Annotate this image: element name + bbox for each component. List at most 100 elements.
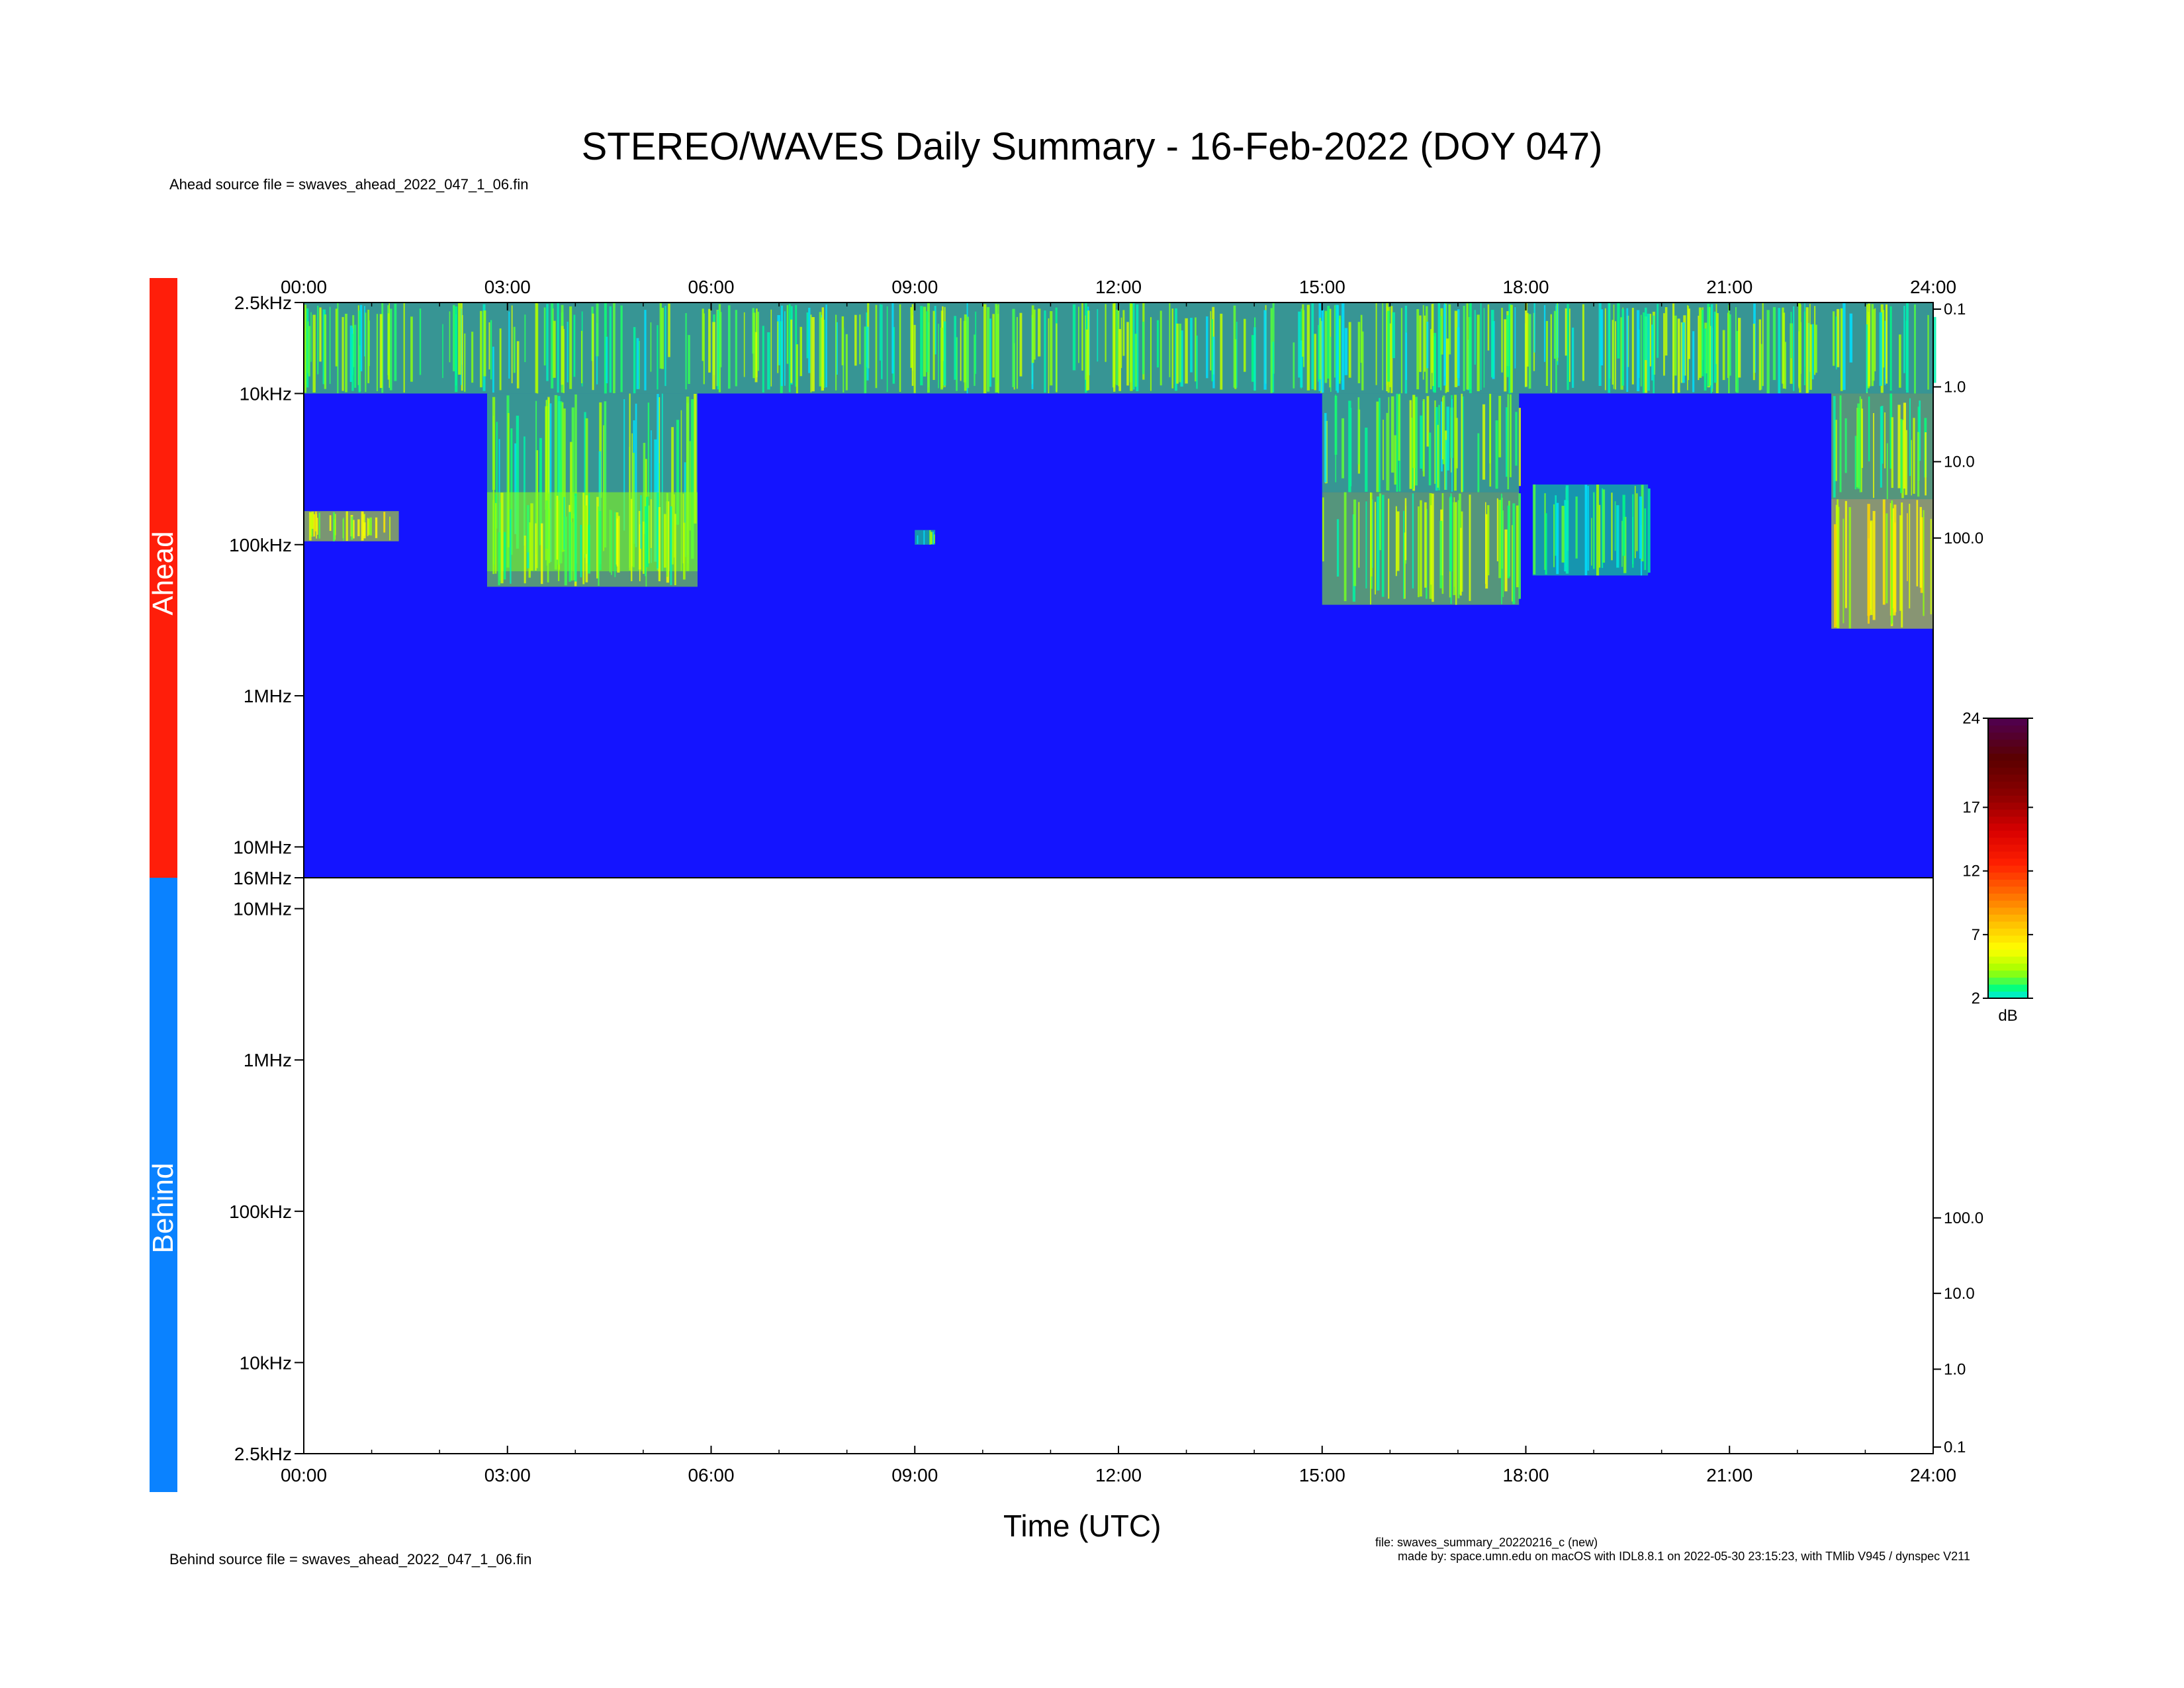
intensity-streak xyxy=(1358,502,1360,568)
intensity-streak xyxy=(661,307,664,369)
intensity-streak xyxy=(1833,396,1836,498)
intensity-streak xyxy=(345,314,347,393)
intensity-streak xyxy=(1487,304,1490,351)
intensity-streak xyxy=(1263,310,1267,390)
intensity-streak xyxy=(1244,318,1246,372)
intensity-streak xyxy=(598,506,600,586)
intensity-streak xyxy=(1587,486,1589,571)
intensity-streak xyxy=(494,502,497,574)
intensity-streak xyxy=(703,313,705,385)
intensity-streak xyxy=(1645,307,1647,360)
intensity-streak xyxy=(1403,532,1406,599)
intensity-streak xyxy=(1762,303,1764,387)
intensity-streak xyxy=(554,395,558,570)
intensity-streak xyxy=(1837,499,1839,628)
intensity-streak xyxy=(419,308,422,375)
intensity-streak xyxy=(859,314,861,365)
intensity-streak xyxy=(1078,306,1079,363)
intensity-streak xyxy=(1318,325,1320,382)
intensity-streak xyxy=(1455,502,1457,605)
intensity-streak xyxy=(1498,396,1502,457)
intensity-streak xyxy=(1870,522,1872,610)
intensity-streak xyxy=(1477,314,1480,391)
intensity-streak xyxy=(1844,500,1847,608)
x-axis-label: Time (UTC) xyxy=(1003,1509,1161,1543)
intensity-streak xyxy=(1463,306,1465,391)
intensity-streak xyxy=(1175,308,1177,391)
intensity-streak xyxy=(403,303,405,393)
intensity-streak xyxy=(1195,317,1197,382)
intensity-streak xyxy=(617,516,620,573)
intensity-streak xyxy=(1553,504,1555,567)
colorbar-segment xyxy=(1988,907,2028,915)
colorbar-tick-label: 24 xyxy=(1962,710,1980,727)
intensity-streak xyxy=(1033,309,1036,360)
intensity-streak xyxy=(368,518,371,536)
intensity-streak xyxy=(808,307,811,373)
intensity-streak xyxy=(1150,317,1152,391)
intensity-streak xyxy=(564,516,567,586)
intensity-streak xyxy=(1314,334,1316,391)
intensity-streak xyxy=(1903,402,1906,489)
colorbar-segment xyxy=(1988,781,2028,789)
behind-y-tick-label: 2.5kHz xyxy=(234,1444,292,1464)
intensity-streak xyxy=(573,314,576,377)
colorbar-segment xyxy=(1988,795,2028,803)
ahead-top-x-tick-label: 15:00 xyxy=(1299,277,1345,297)
intensity-streak xyxy=(1925,432,1927,496)
intensity-streak xyxy=(1361,331,1364,391)
intensity-streak xyxy=(1919,506,1922,588)
intensity-streak xyxy=(644,310,647,391)
intensity-streak xyxy=(670,506,672,585)
intensity-streak xyxy=(1454,395,1457,491)
intensity-streak xyxy=(1565,308,1568,356)
intensity-streak xyxy=(1886,443,1888,499)
intensity-streak xyxy=(379,314,383,389)
intensity-streak xyxy=(524,314,526,362)
intensity-streak xyxy=(1081,303,1083,371)
intensity-streak xyxy=(567,322,569,383)
intensity-streak xyxy=(1923,510,1925,616)
intensity-streak xyxy=(1651,324,1653,381)
ahead-right-tick-label: 1.0 xyxy=(1944,378,1966,396)
intensity-streak xyxy=(1516,505,1520,588)
intensity-streak xyxy=(683,522,686,580)
intensity-streak xyxy=(329,306,331,384)
intensity-streak xyxy=(645,506,647,577)
intensity-streak xyxy=(1336,519,1340,577)
intensity-streak xyxy=(1365,501,1367,588)
intensity-streak xyxy=(1843,303,1846,391)
intensity-streak xyxy=(1466,303,1469,390)
ahead-y-tick-label: 1MHz xyxy=(244,686,292,706)
intensity-streak xyxy=(1713,311,1717,383)
intensity-streak xyxy=(1631,308,1634,385)
ahead-y-tick-label: 10kHz xyxy=(240,383,292,404)
intensity-streak xyxy=(799,326,802,377)
intensity-streak xyxy=(1901,420,1904,498)
ahead-top-x-tick-label: 03:00 xyxy=(484,277,531,297)
intensity-region xyxy=(1831,499,1933,629)
intensity-streak xyxy=(1426,396,1430,447)
intensity-streak xyxy=(658,507,660,582)
intensity-streak xyxy=(516,341,520,389)
intensity-streak xyxy=(974,334,976,386)
intensity-streak xyxy=(1861,408,1863,468)
intensity-streak xyxy=(1871,304,1874,387)
intensity-streak xyxy=(1321,310,1324,393)
intensity-streak xyxy=(1253,327,1256,391)
intensity-streak xyxy=(1038,308,1041,357)
intensity-streak xyxy=(1543,305,1546,362)
intensity-streak xyxy=(689,441,691,531)
intensity-streak xyxy=(1805,307,1809,393)
intensity-streak xyxy=(664,514,666,568)
intensity-streak xyxy=(1390,306,1393,393)
intensity-streak xyxy=(1736,330,1739,393)
intensity-streak xyxy=(1728,305,1730,393)
intensity-streak xyxy=(1508,304,1512,394)
intensity-streak xyxy=(1132,303,1135,390)
intensity-streak xyxy=(1504,529,1508,592)
intensity-streak xyxy=(1515,412,1518,466)
intensity-streak xyxy=(1120,317,1122,368)
behind-y-tick-label: 10MHz xyxy=(233,899,292,919)
colorbar-segment xyxy=(1988,935,2028,943)
